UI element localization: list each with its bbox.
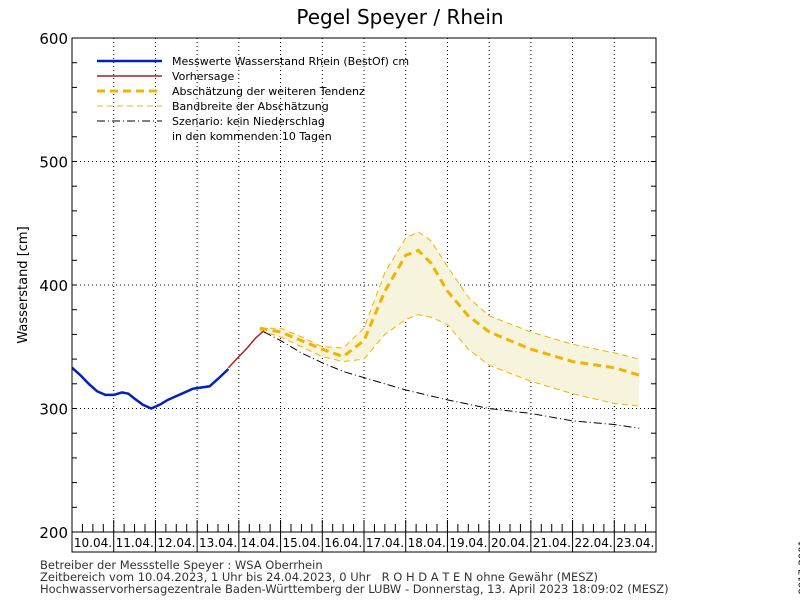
footer-timerange: Zeitbereich vom 10.04.2023, 1 Uhr bis 24… bbox=[40, 570, 598, 584]
x-tick-label: 14.04. bbox=[241, 536, 279, 550]
legend-label: Szenario: kein Niederschlag bbox=[172, 115, 325, 128]
x-tick-label: 13.04. bbox=[199, 536, 237, 550]
x-tick-label: 19.04. bbox=[449, 536, 487, 550]
x-tick-label: 15.04. bbox=[282, 536, 320, 550]
x-tick-label: 16.04. bbox=[324, 536, 362, 550]
band-lower-line bbox=[259, 314, 640, 407]
y-tick-label: 200 bbox=[39, 524, 68, 542]
legend-label: Messwerte Wasserstand Rhein (BestOf) cm bbox=[172, 55, 409, 68]
y-tick-label: 300 bbox=[39, 401, 68, 419]
x-tick-label: 12.04. bbox=[157, 536, 195, 550]
x-tick-label: 18.04. bbox=[408, 536, 446, 550]
y-axis-label: Wasserstand [cm] bbox=[16, 226, 31, 343]
y-tick-label: 400 bbox=[39, 277, 68, 295]
x-tick-label: 17.04. bbox=[366, 536, 404, 550]
legend-label: in den kommenden 10 Tagen bbox=[172, 130, 332, 143]
legend-label: Bandbreite der Abschätzung bbox=[172, 100, 329, 113]
tendency-series-line bbox=[259, 248, 640, 377]
legend-label: Abschätzung der weiteren Tendenz bbox=[172, 85, 365, 98]
legend-label: Vorhersage bbox=[172, 70, 234, 83]
x-tick-label: 21.04. bbox=[533, 536, 571, 550]
scenario-series-line bbox=[263, 331, 640, 429]
measured-series-line bbox=[71, 366, 230, 410]
band-fill bbox=[259, 231, 640, 407]
forecast-series-line bbox=[227, 330, 265, 369]
footer-operator: Betreiber der Messstelle Speyer : WSA Ob… bbox=[40, 558, 323, 572]
x-tick-label: 11.04. bbox=[116, 536, 154, 550]
y-tick-label: 600 bbox=[39, 30, 68, 48]
y-tick-label: 500 bbox=[39, 154, 68, 172]
x-tick-label: 10.04. bbox=[74, 536, 112, 550]
band-upper-line bbox=[259, 231, 640, 360]
x-tick-label: 20.04. bbox=[491, 536, 529, 550]
footer-source: Hochwasservorhersagezentrale Baden-Württ… bbox=[40, 582, 669, 596]
x-tick-label: 22.04. bbox=[574, 536, 612, 550]
x-tick-label: 23.04. bbox=[616, 536, 654, 550]
chart-title: Pegel Speyer / Rhein bbox=[296, 5, 503, 29]
